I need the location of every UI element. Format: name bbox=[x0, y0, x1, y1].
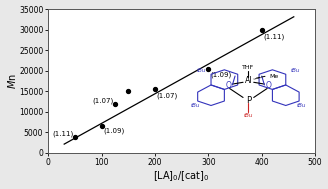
Text: (1.11): (1.11) bbox=[52, 131, 74, 137]
Y-axis label: $\it{M}$n: $\it{M}$n bbox=[6, 73, 18, 89]
Point bbox=[112, 102, 117, 105]
Point bbox=[126, 90, 131, 93]
Text: (1.11): (1.11) bbox=[263, 33, 285, 40]
Text: (1.07): (1.07) bbox=[156, 92, 178, 99]
Text: (1.09): (1.09) bbox=[210, 72, 231, 78]
Text: (1.09): (1.09) bbox=[103, 128, 124, 134]
X-axis label: [LA]$_0$/[cat]$_0$: [LA]$_0$/[cat]$_0$ bbox=[154, 170, 210, 184]
Point bbox=[206, 67, 211, 70]
Text: (1.07): (1.07) bbox=[92, 98, 114, 105]
Point bbox=[72, 135, 77, 138]
Point bbox=[99, 125, 104, 128]
Point bbox=[152, 88, 157, 91]
Point bbox=[259, 29, 264, 32]
